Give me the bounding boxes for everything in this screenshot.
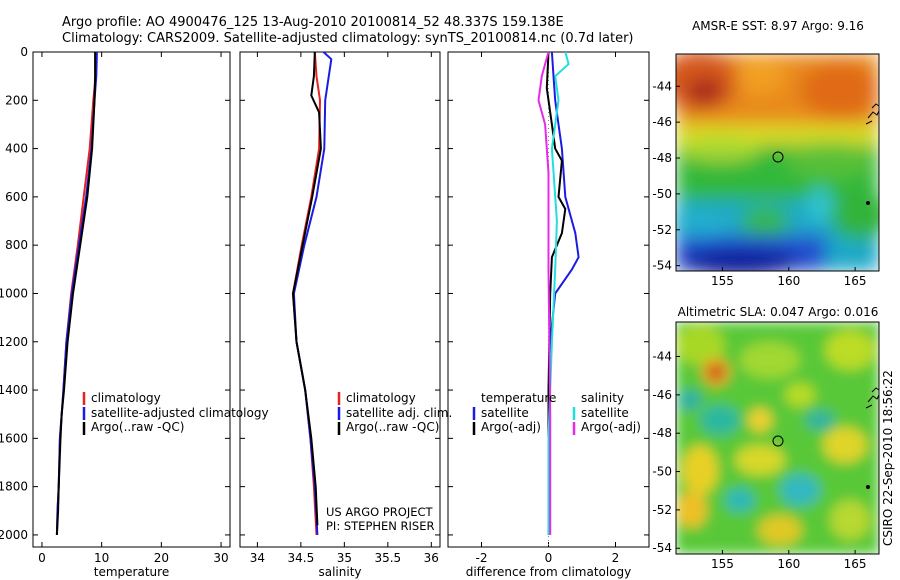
map-y-tick-label: -54 xyxy=(652,541,672,555)
csiro-timestamp: CSIRO 22-Sep-2010 18:56:22 xyxy=(881,370,895,546)
map-y-tick-label: -50 xyxy=(652,465,672,479)
x-tick-label: 36 xyxy=(424,551,439,565)
sla-map: Altimetric SLA: 0.047 Argo: 0.016 xyxy=(652,305,880,571)
x-tick-label: 34 xyxy=(250,551,265,565)
x-axis-label: difference from climatology xyxy=(466,565,632,579)
y-tick-label: 1200 xyxy=(0,335,28,349)
map-x-tick-label: 155 xyxy=(711,557,734,571)
coastline xyxy=(865,103,880,125)
map-y-tick-label: -48 xyxy=(652,151,672,165)
map-y-tick-label: -44 xyxy=(652,350,672,364)
x-tick-label: 2 xyxy=(612,551,620,565)
figure-title-line1: Argo profile: AO 4900476_125 13-Aug-2010… xyxy=(62,15,564,30)
legend-label: satellite-adjusted climatology xyxy=(91,406,269,420)
project-label: US ARGO PROJECT xyxy=(326,505,434,519)
legend-label: satellite adj. clim. xyxy=(346,406,452,420)
legend-label: satellite xyxy=(481,406,529,420)
map-y-tick-label: -52 xyxy=(652,503,672,517)
x-tick-label: 0 xyxy=(545,551,553,565)
map-x-tick-label: 165 xyxy=(844,557,867,571)
salinity-plot: 34 34.5 35 35.5 36 salinity xyxy=(239,51,441,579)
plot-frame xyxy=(239,51,441,548)
legend-label: climatology xyxy=(346,391,416,405)
series-line-salinity-argo-adj xyxy=(537,51,552,535)
legend-label: satellite xyxy=(581,406,629,420)
figure-title-line2: Climatology: CARS2009. Satellite-adjuste… xyxy=(62,31,634,46)
map-x-tick-label: 160 xyxy=(777,557,800,571)
map-x-tick-label: 165 xyxy=(844,274,867,288)
map-y-tick-label: -48 xyxy=(652,426,672,440)
y-tick-label: 0 xyxy=(20,45,28,59)
y-tick-label: 200 xyxy=(5,93,28,107)
sst-map: AMSR-E SST: 8.97 Argo: 9.16 xyxy=(652,19,880,288)
temperature-legend: climatology satellite-adjusted climatolo… xyxy=(82,391,269,435)
x-tick-label: -2 xyxy=(476,551,488,565)
sla-map-title: Altimetric SLA: 0.047 Argo: 0.016 xyxy=(678,305,879,319)
legend-title-salinity: salinity xyxy=(581,391,624,405)
map-x-tick-label: 155 xyxy=(711,274,734,288)
map-y-tick-label: -54 xyxy=(652,259,672,273)
legend-label: Argo(..raw -QC) xyxy=(91,420,184,434)
map-y-tick-label: -46 xyxy=(652,115,672,129)
pi-label: PI: STEPHEN RISER xyxy=(326,519,435,533)
argo-location-marker xyxy=(772,435,784,447)
map-y-tick-label: -44 xyxy=(652,79,672,93)
map-x-tick-label: 160 xyxy=(777,274,800,288)
legend-label: climatology xyxy=(91,391,161,405)
series-line-argo-raw-qc xyxy=(291,51,322,526)
argo-location-marker xyxy=(772,151,784,163)
x-tick-label: 30 xyxy=(213,551,228,565)
series-line-argo-raw-qc xyxy=(55,52,97,535)
y-tick-label: 2000 xyxy=(0,528,28,542)
x-tick-label: 20 xyxy=(154,551,169,565)
y-tick-label: 400 xyxy=(5,142,28,156)
island xyxy=(866,485,870,489)
y-tick-label: 1400 xyxy=(0,383,28,397)
coastline xyxy=(865,387,880,409)
x-tick-label: 35.5 xyxy=(374,551,401,565)
map-y-tick-label: -50 xyxy=(652,187,672,201)
salinity-legend: climatology satellite adj. clim. Argo(..… xyxy=(337,391,452,435)
legend-label: Argo(-adj) xyxy=(581,420,641,434)
island xyxy=(866,201,870,205)
x-axis-label: salinity xyxy=(318,565,361,579)
x-tick-label: 10 xyxy=(94,551,109,565)
plot-frame xyxy=(32,51,231,548)
temperature-plot: 0 10 20 30 0 200 400 600 800 1000 1200 1400 1600 1800… xyxy=(0,45,231,579)
map-y-tick-label: -52 xyxy=(652,223,672,237)
legend-label: Argo(-adj) xyxy=(481,420,541,434)
sst-map-title: AMSR-E SST: 8.97 Argo: 9.16 xyxy=(692,19,864,33)
legend-title-temperature: temperature xyxy=(481,391,556,405)
map-y-tick-label: -46 xyxy=(652,388,672,402)
y-tick-label: 1000 xyxy=(0,286,28,300)
legend-label: Argo(..raw -QC) xyxy=(346,420,439,434)
x-tick-label: 35 xyxy=(337,551,352,565)
x-tick-label: 34.5 xyxy=(288,551,315,565)
x-tick-label: 0 xyxy=(38,551,46,565)
y-tick-label: 600 xyxy=(5,190,28,204)
x-axis-label: temperature xyxy=(94,565,169,579)
difference-legend: temperature salinity satellite Argo(-adj… xyxy=(472,391,641,435)
y-tick-label: 1800 xyxy=(0,480,28,494)
y-tick-label: 1600 xyxy=(0,431,28,445)
y-tick-label: 800 xyxy=(5,238,28,252)
